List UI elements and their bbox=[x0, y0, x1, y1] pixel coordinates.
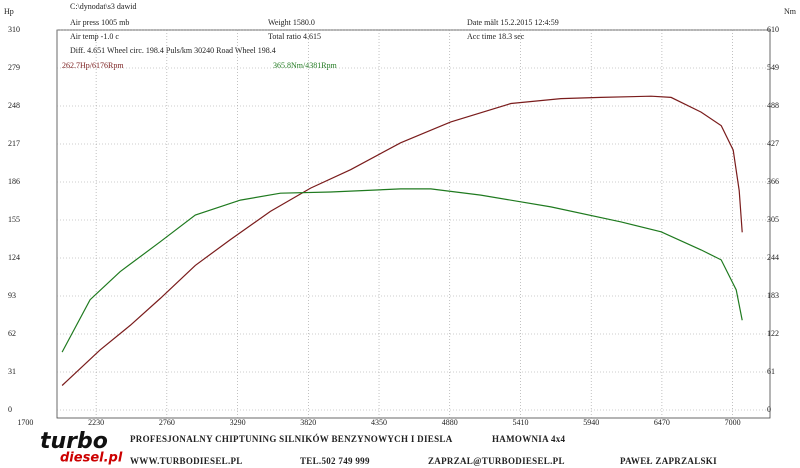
y2-tick-label: 610 bbox=[767, 25, 779, 34]
y-tick-label: 248 bbox=[8, 101, 20, 110]
info: Weight 1580.0 bbox=[268, 18, 315, 27]
info: Total ratio 4.615 bbox=[268, 32, 321, 41]
x-tick-label: 2760 bbox=[159, 418, 175, 427]
y2-tick-label: 366 bbox=[767, 177, 779, 186]
x-tick-label: 6470 bbox=[654, 418, 670, 427]
x-tick-label: 2230 bbox=[88, 418, 104, 427]
y-tick-label: 217 bbox=[8, 139, 20, 148]
y-tick-label: 186 bbox=[8, 177, 20, 186]
footer-text: PROFESJONALNY CHIPTUNING SILNIKÓW BENZYN… bbox=[130, 434, 453, 444]
y2-tick-label: 549 bbox=[767, 63, 779, 72]
y2-axis-label: Nm bbox=[784, 7, 797, 16]
series-line bbox=[61, 188, 743, 353]
logo: turbo bbox=[40, 429, 108, 454]
y2-tick-label: 122 bbox=[767, 329, 779, 338]
x-tick-label: 5940 bbox=[583, 418, 599, 427]
y2-tick-label: 0 bbox=[767, 405, 771, 414]
info: Air press 1005 mb bbox=[70, 18, 129, 27]
footer-text: HAMOWNIA 4x4 bbox=[492, 434, 566, 444]
info: Date mält 15.2.2015 12:4:59 bbox=[467, 18, 559, 27]
footer-text: PAWEŁ ZAPRZALSKI bbox=[620, 456, 717, 466]
info: Diff. 4.651 Wheel circ. 198.4 Puls/km 30… bbox=[70, 46, 276, 55]
y-tick-label: 31 bbox=[8, 367, 16, 376]
x-tick-label: 5410 bbox=[512, 418, 528, 427]
plot-frame bbox=[56, 29, 771, 419]
logo: diesel.pl bbox=[60, 451, 123, 466]
y-tick-label: 0 bbox=[8, 405, 12, 414]
y2-tick-label: 183 bbox=[767, 291, 779, 300]
y2-tick-label: 244 bbox=[767, 253, 779, 262]
file-path: C:\dynodat\s3 dawid bbox=[70, 2, 136, 11]
y2-tick-label: 488 bbox=[767, 101, 779, 110]
y2-tick-label: 61 bbox=[767, 367, 775, 376]
series-line bbox=[61, 95, 743, 386]
y2-tick-label: 427 bbox=[767, 139, 779, 148]
x-tick-label: 4350 bbox=[371, 418, 387, 427]
x-tick-label: 3820 bbox=[300, 418, 316, 427]
x-tick-label: 4880 bbox=[442, 418, 458, 427]
y-tick-label: 310 bbox=[8, 25, 20, 34]
x-tick-label: 1700 bbox=[17, 418, 33, 427]
y-axis-label: Hp bbox=[4, 7, 14, 16]
y2-tick-label: 305 bbox=[767, 215, 779, 224]
footer-text: WWW.TURBODIESEL.PL bbox=[130, 456, 243, 466]
x-tick-label: 3290 bbox=[230, 418, 246, 427]
annotation: 365.8Nm/4381Rpm bbox=[273, 61, 338, 70]
footer-text: ZAPRZAL@TURBODIESEL.PL bbox=[428, 456, 565, 466]
footer-text: TEL.502 749 999 bbox=[300, 456, 370, 466]
y-tick-label: 62 bbox=[8, 329, 16, 338]
y-tick-label: 155 bbox=[8, 215, 20, 224]
annotation: 262.7Hp/6176Rpm bbox=[62, 61, 124, 70]
info: Acc time 18.3 sec bbox=[467, 32, 525, 41]
y-tick-label: 124 bbox=[8, 253, 20, 262]
y-tick-label: 279 bbox=[8, 63, 20, 72]
info: Air temp -1.0 c bbox=[70, 32, 119, 41]
y-tick-label: 93 bbox=[8, 291, 16, 300]
x-tick-label: 7000 bbox=[725, 418, 741, 427]
